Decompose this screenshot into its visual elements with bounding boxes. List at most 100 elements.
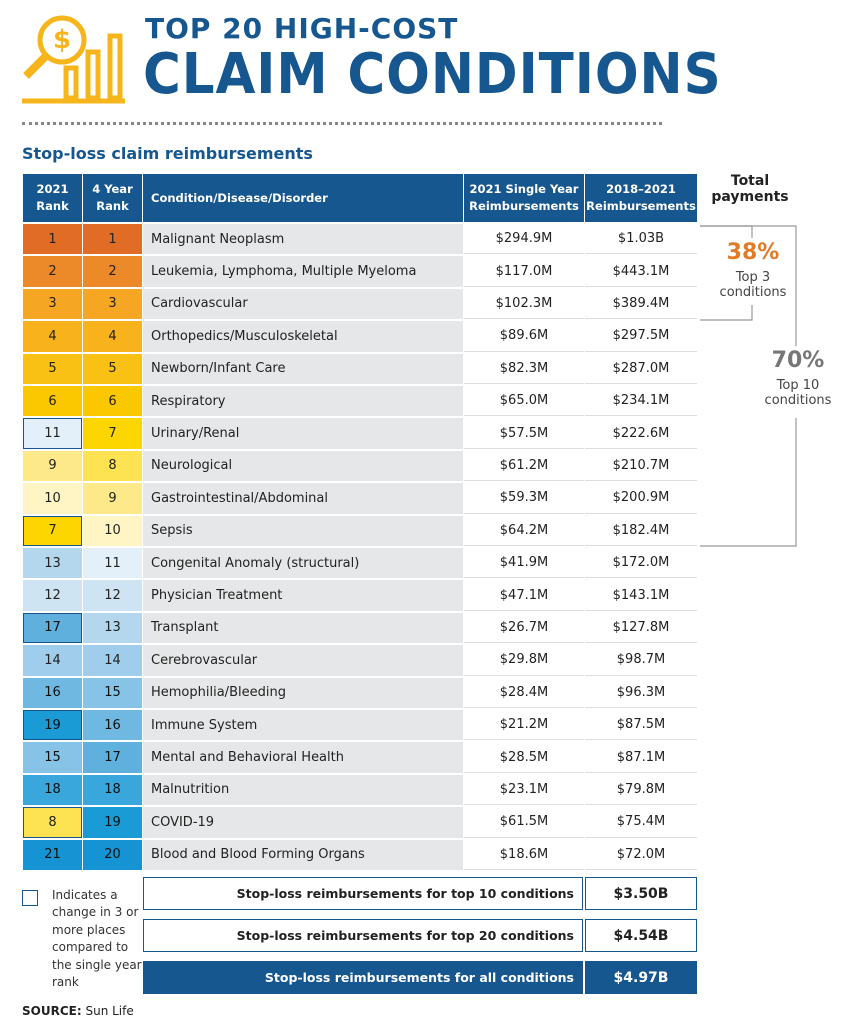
rank-cell: 11 bbox=[83, 548, 142, 579]
amount-cell: $1.03B bbox=[585, 224, 697, 255]
amount-cell: $87.1M bbox=[585, 742, 697, 773]
rank-cell: 18 bbox=[83, 774, 142, 806]
amount-cell: $57.5M bbox=[464, 418, 584, 449]
amount-cell: $89.6M bbox=[464, 321, 584, 352]
brackets bbox=[700, 225, 797, 547]
rank-cell: 12 bbox=[83, 580, 142, 611]
rank-cell: 7 bbox=[23, 515, 82, 546]
rank-cell: 13 bbox=[83, 612, 142, 644]
rank-cell: 2 bbox=[23, 256, 82, 287]
condition-cell: Immune System bbox=[143, 710, 463, 741]
condition-cell: Sepsis bbox=[143, 515, 463, 546]
amount-cell: $47.1M bbox=[464, 580, 584, 611]
amount-cell: $294.9M bbox=[464, 224, 584, 255]
condition-cell: Neurological bbox=[143, 450, 463, 482]
rank-cell: 6 bbox=[83, 386, 142, 417]
amount-cell: $28.5M bbox=[464, 742, 584, 773]
amount-cell: $222.6M bbox=[585, 418, 697, 449]
condition-cell: COVID-19 bbox=[143, 807, 463, 838]
rank-cell: 20 bbox=[83, 839, 142, 870]
subtitle: Stop-loss claim reimbursements bbox=[22, 144, 313, 163]
summary-label: Stop-loss reimbursements for top 10 cond… bbox=[143, 877, 583, 910]
side-heading: Total payments bbox=[711, 173, 789, 205]
amount-cell: $102.3M bbox=[464, 289, 584, 320]
rank-cell: 3 bbox=[83, 288, 142, 320]
rank-cell: 2 bbox=[83, 256, 142, 287]
rank-cell: 13 bbox=[23, 548, 82, 579]
rank-cell: 16 bbox=[83, 710, 142, 741]
condition-cell: Urinary/Renal bbox=[143, 418, 463, 449]
amount-cell: $210.7M bbox=[585, 451, 697, 482]
amount-cell: $234.1M bbox=[585, 386, 697, 417]
condition-cell: Malignant Neoplasm bbox=[143, 224, 463, 255]
amount-cell: $98.7M bbox=[585, 645, 697, 676]
rank-cell: 16 bbox=[23, 677, 82, 708]
column-header: 2018–2021 Reimbursements bbox=[585, 174, 697, 222]
amount-cell: $117.0M bbox=[464, 256, 584, 287]
rank-cell: 14 bbox=[23, 645, 82, 676]
title: TOP 20 HIGH-COST bbox=[145, 12, 459, 45]
amount-cell: $21.2M bbox=[464, 710, 584, 741]
column-header: Condition/Disease/Disorder bbox=[143, 174, 463, 222]
condition-cell: Congenital Anomaly (structural) bbox=[143, 548, 463, 579]
condition-cell: Orthopedics/Musculoskeletal bbox=[143, 321, 463, 352]
amount-cell: $75.4M bbox=[585, 807, 697, 838]
column-header: 4 Year Rank bbox=[83, 174, 142, 222]
amount-cell: $61.5M bbox=[464, 807, 584, 838]
column-header: 2021 Single Year Reimbursements bbox=[464, 174, 584, 222]
amount-cell: $443.1M bbox=[585, 256, 697, 287]
amount-cell: $59.3M bbox=[464, 483, 584, 514]
amount-cell: $41.9M bbox=[464, 548, 584, 579]
condition-cell: Hemophilia/Bleeding bbox=[143, 677, 463, 708]
source-label: SOURCE: bbox=[22, 1004, 82, 1018]
condition-cell: Transplant bbox=[143, 612, 463, 644]
amount-cell: $172.0M bbox=[585, 548, 697, 579]
amount-cell: $182.4M bbox=[585, 516, 697, 546]
amount-cell: $18.6M bbox=[464, 840, 584, 870]
rank-cell: 9 bbox=[83, 483, 142, 514]
condition-cell: Malnutrition bbox=[143, 774, 463, 806]
pct-label: Top 10 conditions bbox=[764, 378, 832, 408]
rank-cell: 14 bbox=[83, 645, 142, 676]
amount-cell: $297.5M bbox=[585, 321, 697, 352]
summary-value: $4.97B bbox=[585, 961, 697, 994]
summary-value: $4.54B bbox=[585, 919, 697, 952]
amount-cell: $87.5M bbox=[585, 710, 697, 741]
legend-swatch bbox=[22, 890, 38, 906]
divider bbox=[22, 122, 662, 125]
summary-value: $3.50B bbox=[585, 877, 697, 910]
amount-cell: $72.0M bbox=[585, 840, 697, 870]
amount-cell: $79.8M bbox=[585, 775, 697, 806]
rank-cell: 8 bbox=[83, 450, 142, 482]
pct-label: Top 3 conditions bbox=[719, 270, 787, 300]
rank-cell: 9 bbox=[23, 450, 82, 482]
amount-cell: $64.2M bbox=[464, 516, 584, 546]
rank-cell: 19 bbox=[83, 807, 142, 838]
rank-cell: 12 bbox=[23, 580, 82, 611]
amount-cell: $143.1M bbox=[585, 580, 697, 611]
summary-label: Stop-loss reimbursements for top 20 cond… bbox=[143, 919, 583, 952]
dollar-icon: $ bbox=[53, 25, 71, 55]
logo-icon bbox=[22, 15, 125, 104]
rank-cell: 18 bbox=[23, 774, 82, 806]
condition-cell: Leukemia, Lymphoma, Multiple Myeloma bbox=[143, 256, 463, 287]
amount-cell: $127.8M bbox=[585, 613, 697, 644]
rank-cell: 5 bbox=[83, 353, 142, 384]
amount-cell: $82.3M bbox=[464, 354, 584, 384]
rank-cell: 17 bbox=[23, 612, 82, 644]
amount-cell: $61.2M bbox=[464, 451, 584, 482]
pct: 70% bbox=[771, 348, 825, 373]
rank-cell: 1 bbox=[83, 224, 142, 255]
rank-cell: 19 bbox=[23, 710, 82, 741]
rank-cell: 11 bbox=[23, 418, 82, 449]
condition-cell: Cerebrovascular bbox=[143, 645, 463, 676]
rank-cell: 8 bbox=[23, 807, 82, 838]
condition-cell: Respiratory bbox=[143, 386, 463, 417]
condition-cell: Blood and Blood Forming Organs bbox=[143, 839, 463, 870]
amount-cell: $287.0M bbox=[585, 354, 697, 384]
rank-cell: 21 bbox=[23, 839, 82, 870]
rank-cell: 6 bbox=[23, 386, 82, 417]
source: SOURCE: Sun Life bbox=[22, 1004, 134, 1018]
